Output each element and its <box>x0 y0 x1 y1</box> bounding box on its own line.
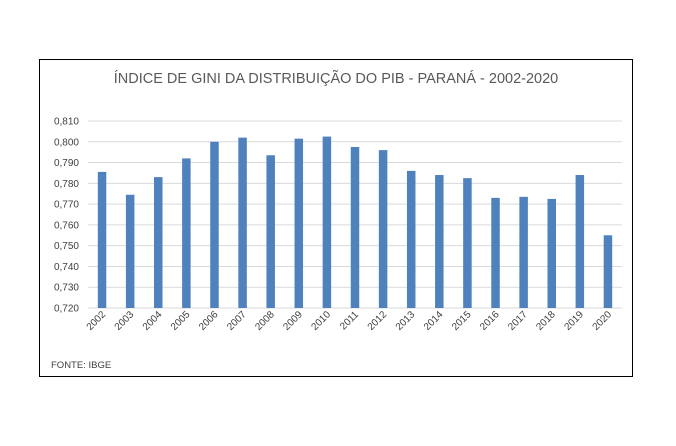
bar-2003 <box>125 194 135 308</box>
y-tick-label: 0,740 <box>54 262 79 273</box>
bar-2004 <box>154 177 163 308</box>
y-tick-label: 0,780 <box>54 179 79 190</box>
y-tick-label: 0,750 <box>54 241 79 252</box>
bars <box>97 136 613 308</box>
x-axis-ticks: 2002 2003 2004 2005 2006 2007 2008 2009 2010 2011… <box>85 309 615 333</box>
y-tick-label: 0,720 <box>54 304 79 315</box>
chart-frame <box>39 59 633 377</box>
x-tick-label: 2002 <box>85 309 109 333</box>
x-tick-label: 2019 <box>562 309 586 333</box>
bar-2011 <box>350 146 360 308</box>
bar-2006 <box>210 141 219 308</box>
bar-2005 <box>182 158 191 308</box>
bar-2014 <box>435 175 444 308</box>
bar-2012 <box>378 150 388 308</box>
source-note: FONTE: IBGE <box>51 360 111 371</box>
y-tick-label: 0,810 <box>54 117 79 128</box>
x-tick-label: 2013 <box>394 309 418 333</box>
bar-2019 <box>575 175 585 308</box>
y-tick-label: 0,730 <box>54 283 79 294</box>
x-tick-label: 2006 <box>197 309 221 333</box>
bar-2009 <box>294 138 304 308</box>
x-tick-label: 2003 <box>113 309 137 333</box>
x-tick-label: 2014 <box>422 309 446 333</box>
x-tick-label: 2004 <box>141 309 165 333</box>
bar-2017 <box>519 196 528 308</box>
x-tick-label: 2017 <box>506 309 530 333</box>
x-tick-label: 2007 <box>225 309 249 333</box>
bar-2016 <box>491 197 500 308</box>
y-axis-ticks: 0,720 0,730 0,740 0,750 0,760 0,770 0,780 0,790… <box>54 117 79 315</box>
bar-2002 <box>97 171 107 308</box>
bar-2015 <box>463 178 472 308</box>
y-tick-label: 0,760 <box>54 220 79 231</box>
x-tick-label: 2010 <box>310 309 334 333</box>
x-tick-label: 2011 <box>338 309 361 332</box>
bar-2008 <box>266 155 275 308</box>
chart-title: ÍNDICE DE GINI DA DISTRIBUIÇÃO DO PIB - … <box>114 70 559 87</box>
x-tick-label: 2012 <box>366 309 390 333</box>
gridlines <box>88 120 622 309</box>
bar-2010 <box>322 136 332 308</box>
bar-2007 <box>238 137 247 308</box>
y-tick-label: 0,800 <box>54 137 79 148</box>
y-tick-label: 0,790 <box>54 158 79 169</box>
bar-2020 <box>603 235 613 308</box>
x-tick-label: 2005 <box>169 309 193 333</box>
x-tick-label: 2015 <box>450 309 474 333</box>
y-tick-label: 0,770 <box>54 200 79 211</box>
bar-2018 <box>547 198 556 308</box>
x-tick-label: 2020 <box>591 309 615 333</box>
x-tick-label: 2016 <box>478 309 502 333</box>
bar-2013 <box>406 170 416 308</box>
x-tick-label: 2008 <box>253 309 277 333</box>
x-tick-label: 2009 <box>281 309 305 333</box>
x-tick-label: 2018 <box>534 309 558 333</box>
